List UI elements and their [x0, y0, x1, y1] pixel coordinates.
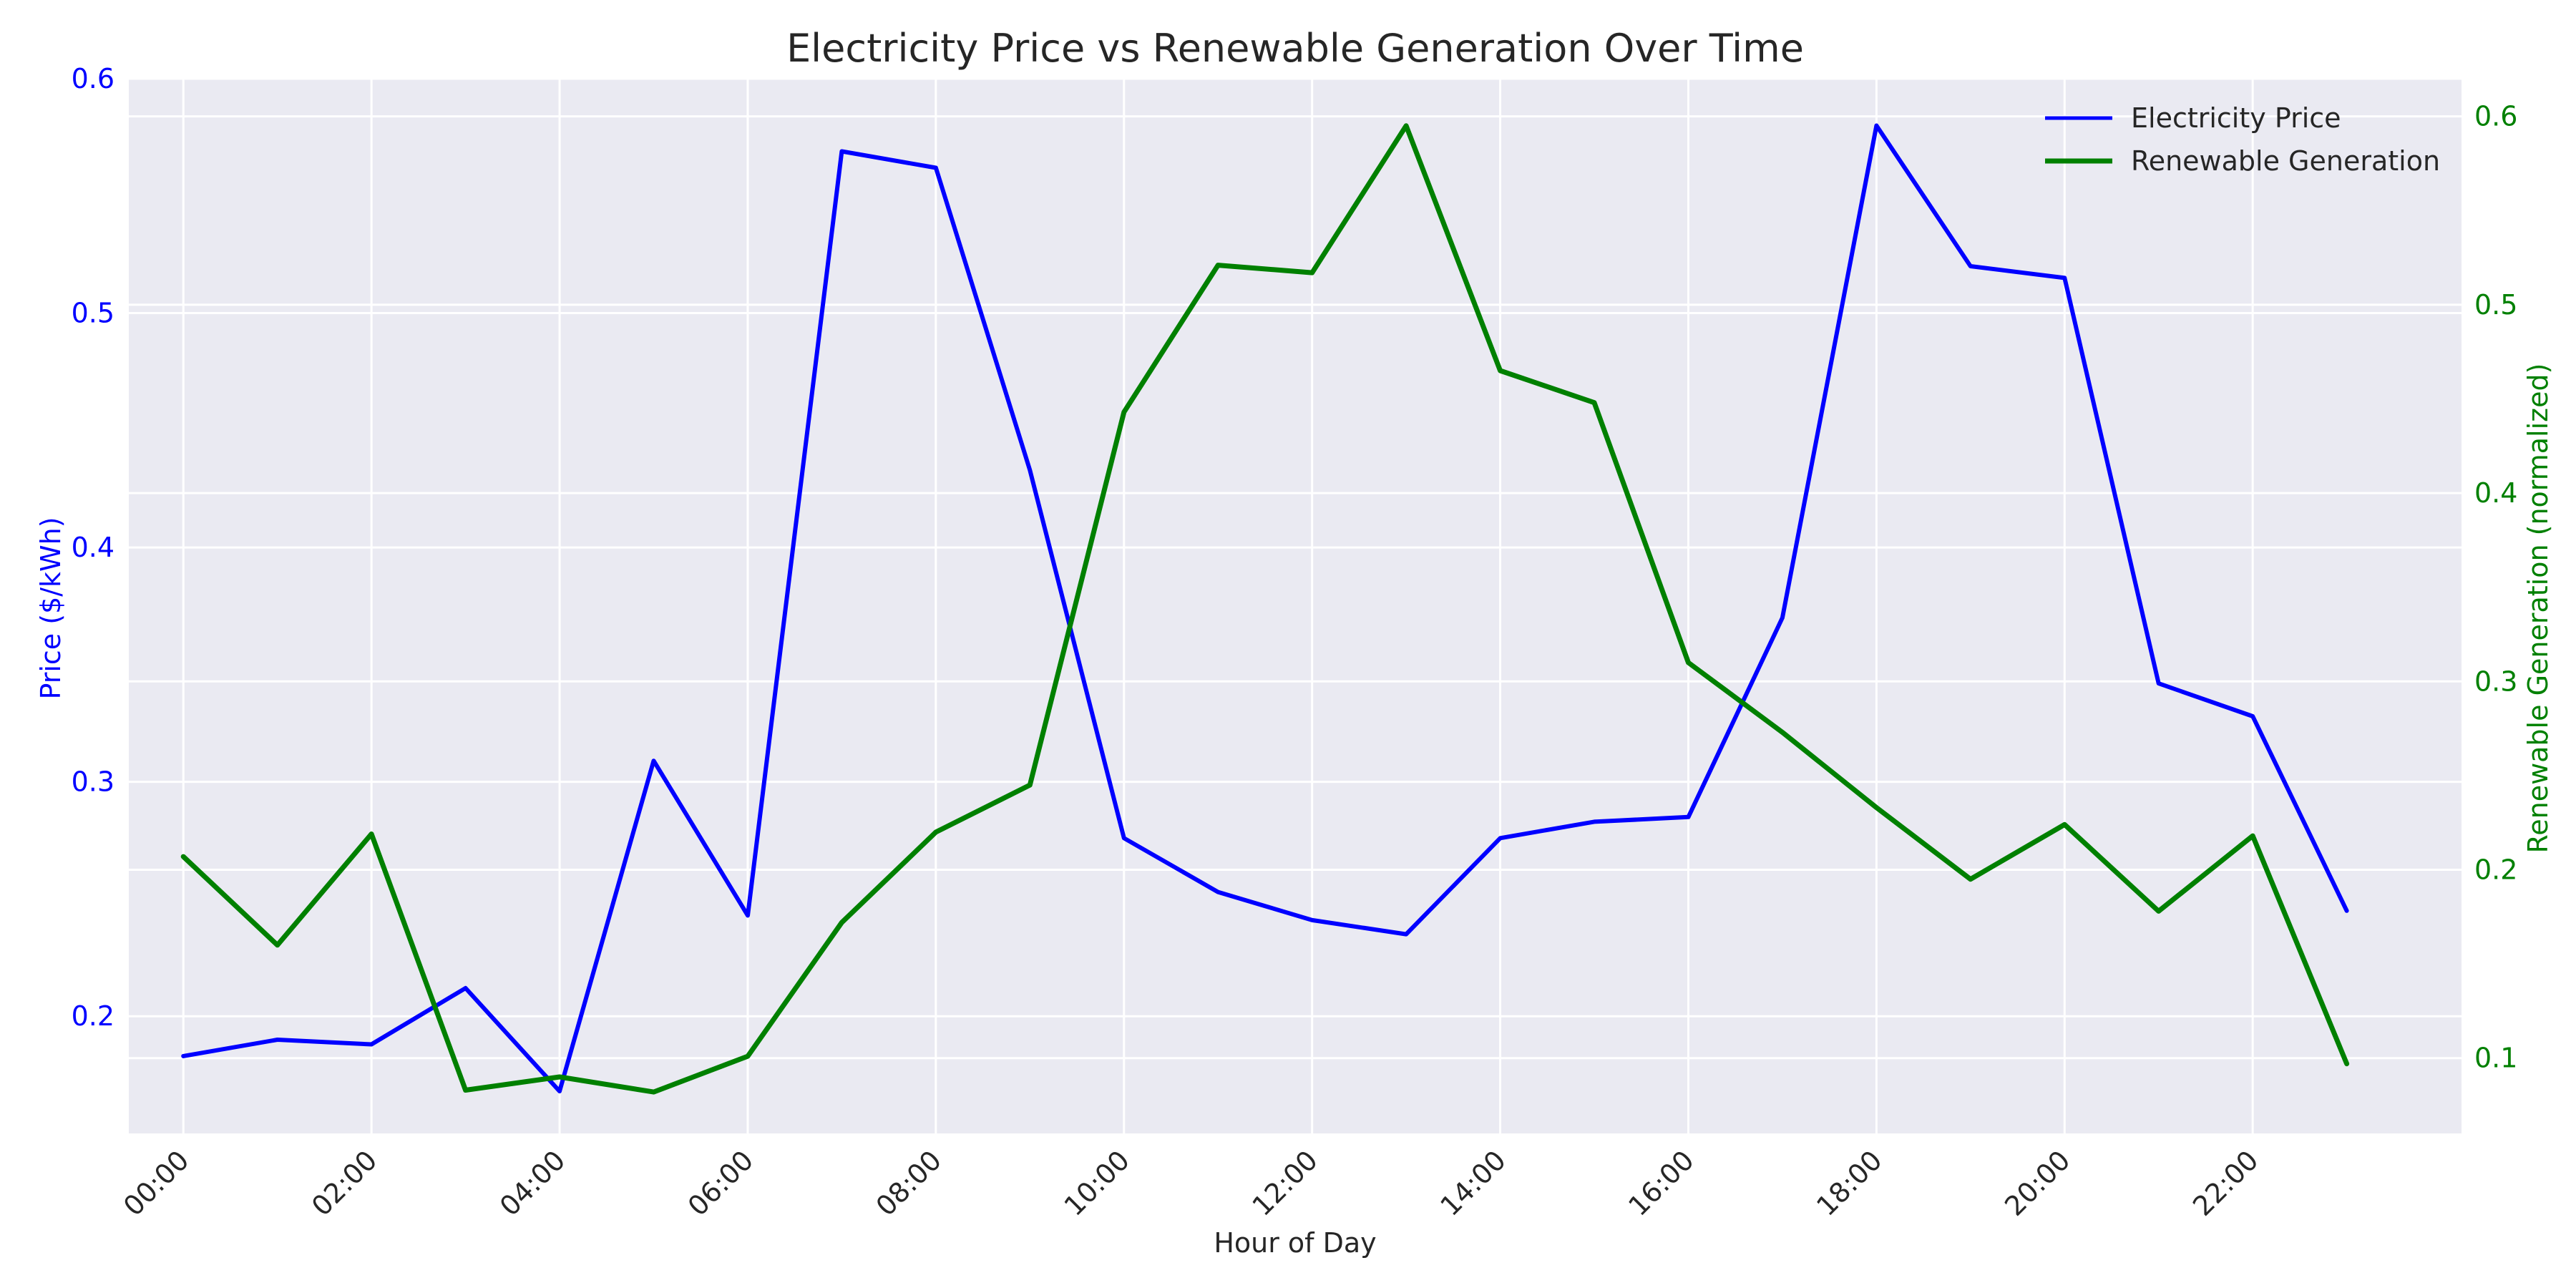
x-tick-label: 22:00: [2187, 1144, 2265, 1222]
y-axis-left-ticks: 0.2 0.3 0.4 0.5 0.6: [72, 63, 114, 1032]
y-axis-right-ticks: 0.1 0.2 0.3 0.4 0.5 0.6: [2474, 101, 2517, 1074]
y-right-tick-label: 0.4: [2474, 477, 2517, 509]
renewable-series-line: [180, 123, 2350, 1095]
x-tick-label: 20:00: [1999, 1144, 2077, 1222]
y-left-tick-label: 0.4: [72, 532, 114, 563]
y-right-tick-label: 0.6: [2474, 101, 2517, 132]
legend: Electricity Price Renewable Generation: [2045, 102, 2440, 177]
x-tick-label: 06:00: [682, 1144, 760, 1222]
price-series-line: [181, 123, 2349, 1093]
x-tick-label: 02:00: [306, 1144, 384, 1222]
y-right-tick-label: 0.1: [2474, 1043, 2517, 1074]
x-tick-label: 08:00: [870, 1144, 948, 1222]
x-tick-label: 18:00: [1810, 1144, 1888, 1222]
x-tick-label: 12:00: [1246, 1144, 1324, 1222]
x-tick-label: 04:00: [494, 1144, 572, 1222]
y-left-tick-label: 0.2: [72, 1000, 114, 1032]
x-tick-label: 00:00: [117, 1144, 195, 1222]
y-right-tick-label: 0.5: [2474, 289, 2517, 321]
y-axis-left-label: Price ($/kWh): [35, 517, 67, 699]
series-lines: [180, 123, 2350, 1095]
y-left-tick-label: 0.3: [72, 766, 114, 798]
x-axis-ticks: 00:00 02:00 04:00 06:00 08:00 10:00 12:00 14:00…: [117, 1144, 2264, 1222]
y-right-tick-label: 0.2: [2474, 854, 2517, 886]
legend-renewable-label: Renewable Generation: [2131, 145, 2440, 177]
chart-title: Electricity Price vs Renewable Generatio…: [786, 26, 1804, 71]
y-axis-right-label: Renewable Generation (normalized): [2522, 364, 2554, 854]
x-tick-label: 10:00: [1058, 1144, 1136, 1222]
x-axis-label: Hour of Day: [1214, 1227, 1376, 1259]
plot-area: [129, 79, 2462, 1133]
y-left-tick-label: 0.6: [72, 63, 114, 94]
legend-price-label: Electricity Price: [2131, 102, 2341, 134]
x-tick-label: 16:00: [1622, 1144, 1700, 1222]
y-left-tick-label: 0.5: [72, 298, 114, 329]
y-right-tick-label: 0.3: [2474, 665, 2517, 697]
x-tick-label: 14:00: [1434, 1144, 1512, 1222]
